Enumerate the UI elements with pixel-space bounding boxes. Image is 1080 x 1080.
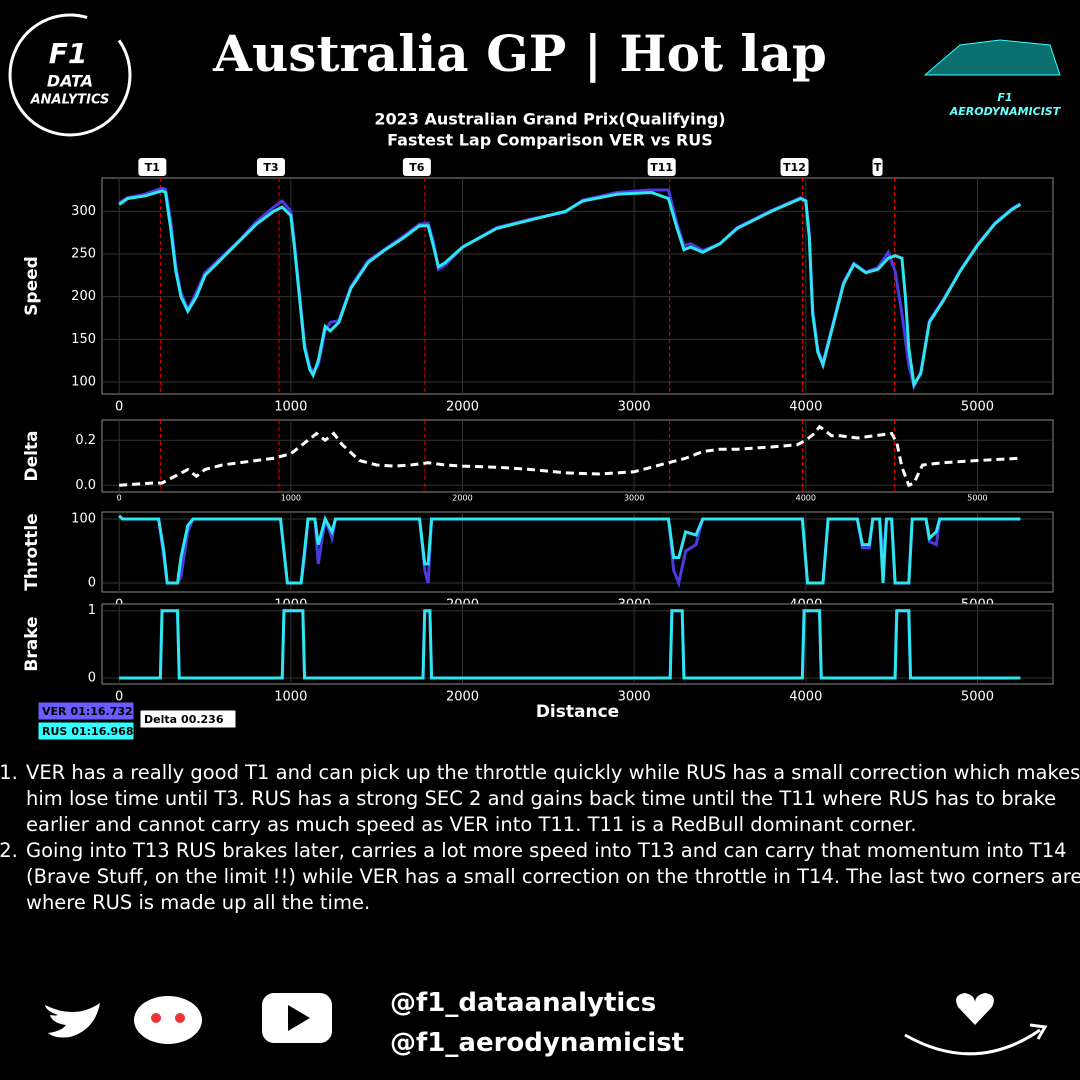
y-axis-label: Brake xyxy=(22,616,42,671)
x-tick-label: 4000 xyxy=(789,690,822,705)
x-tick-label: 4000 xyxy=(789,400,822,415)
icons xyxy=(45,993,1048,1056)
x-tick-label: 3000 xyxy=(618,400,651,415)
corner-label: T6 xyxy=(409,161,425,174)
y-axis-label: Throttle xyxy=(22,513,42,590)
x-tick-label: 1000 xyxy=(274,400,307,415)
reddit-eye xyxy=(151,1013,161,1023)
x-tick-label: 5000 xyxy=(967,494,987,503)
youtube-play xyxy=(288,1005,310,1031)
y-tick-label: 300 xyxy=(71,204,96,219)
y-tick-label: 250 xyxy=(71,246,96,261)
corner-label-box xyxy=(402,158,431,176)
arrow xyxy=(904,1028,1041,1056)
reddit-icon xyxy=(134,996,202,1044)
legend-time: 01:16.732 xyxy=(71,705,133,718)
note: VER has a really good T1 and can pick up… xyxy=(24,760,1080,838)
legend-entry: RUS 01:16.968 xyxy=(42,725,133,738)
x-axis-label: Distance xyxy=(536,702,619,722)
series-line xyxy=(118,189,1022,389)
arrow-head xyxy=(1029,1023,1048,1040)
logo-text: DATA xyxy=(47,72,93,91)
logo-text: AERODYNAMICIST xyxy=(949,105,1062,118)
x-tick-label: 3000 xyxy=(624,494,644,503)
y-tick-label: 0.2 xyxy=(75,433,96,448)
corner-label: T1 xyxy=(145,161,160,174)
page-title: Australia GP | Hot lap xyxy=(212,24,827,84)
legend-time: 00.236 xyxy=(181,713,224,726)
corner-label-box xyxy=(256,158,285,176)
legend-name: Delta xyxy=(144,713,177,726)
series-line xyxy=(119,424,1021,488)
legend-box xyxy=(37,721,135,741)
x-tick-label: 2000 xyxy=(446,400,479,415)
legend-box xyxy=(37,701,135,721)
legend-name: RUS xyxy=(42,725,67,738)
x-tick-label: 3000 xyxy=(618,690,651,705)
y-tick-label: 200 xyxy=(71,289,96,304)
series-line xyxy=(119,609,1021,680)
logo-text: ANALYTICS xyxy=(30,93,110,108)
x-tick-label: 2000 xyxy=(446,690,479,705)
note: Going into T13 RUS brakes later, carries… xyxy=(24,838,1080,916)
logo-text: F1 xyxy=(997,91,1012,104)
corner-label-box xyxy=(872,158,883,176)
corner-label: T11 xyxy=(650,161,673,174)
x-tick-label: 1000 xyxy=(281,494,301,503)
y-tick-label: 0 xyxy=(88,576,96,591)
corner-label-box xyxy=(647,158,676,176)
chart: F1 DATA ANALYTICS Australia GP | Hot lap… xyxy=(8,13,1062,741)
x-tick-label: 5000 xyxy=(961,690,994,705)
handle: @f1_aerodynamicist xyxy=(390,1028,685,1058)
heart-icon xyxy=(956,993,994,1025)
legend-box xyxy=(139,709,237,729)
reddit-eye xyxy=(175,1013,185,1023)
logo-text: F1 xyxy=(49,37,88,70)
car-icon xyxy=(923,39,1061,76)
corner-label: T3 xyxy=(263,161,278,174)
y-tick-label: 1 xyxy=(88,603,96,618)
x-tick-label: 0 xyxy=(117,494,122,503)
x-tick-label: 4000 xyxy=(796,494,816,503)
y-tick-label: 150 xyxy=(71,332,96,347)
y-tick-label: 100 xyxy=(71,512,96,527)
y-axis-label: Delta xyxy=(22,430,42,481)
x-tick-label: 0 xyxy=(115,690,123,705)
logo-ring xyxy=(8,13,132,137)
series-line xyxy=(118,514,1021,585)
corner-label-box xyxy=(780,158,809,176)
chart-title: 2023 Australian Grand Prix(Qualifying) xyxy=(374,110,725,129)
x-tick-label: 5000 xyxy=(961,400,994,415)
y-tick-label: 100 xyxy=(71,375,96,390)
x-tick-label: 1000 xyxy=(274,690,307,705)
legend-name: VER xyxy=(42,705,67,718)
y-tick-label: 0.0 xyxy=(75,478,96,493)
y-axis-label: Speed xyxy=(22,256,42,316)
corner-label-box xyxy=(138,158,167,176)
corner-label: T12 xyxy=(783,161,806,174)
y-tick-label: 0 xyxy=(88,670,96,685)
legend-entry: Delta 00.236 xyxy=(144,713,224,726)
handle: @f1_dataanalytics xyxy=(390,988,657,1018)
twitter-icon xyxy=(45,1003,100,1038)
chart-subtitle: Fastest Lap Comparison VER vs RUS xyxy=(387,131,713,150)
plot-area xyxy=(101,419,1054,493)
corner-label: T xyxy=(874,161,882,174)
legend-time: 01:16.968 xyxy=(71,725,133,738)
x-tick-label: 0 xyxy=(115,400,123,415)
legend-entry: VER 01:16.732 xyxy=(42,705,133,718)
x-tick-label: 2000 xyxy=(452,494,472,503)
notes: VER has a really good T1 and can pick up… xyxy=(2,760,1080,916)
